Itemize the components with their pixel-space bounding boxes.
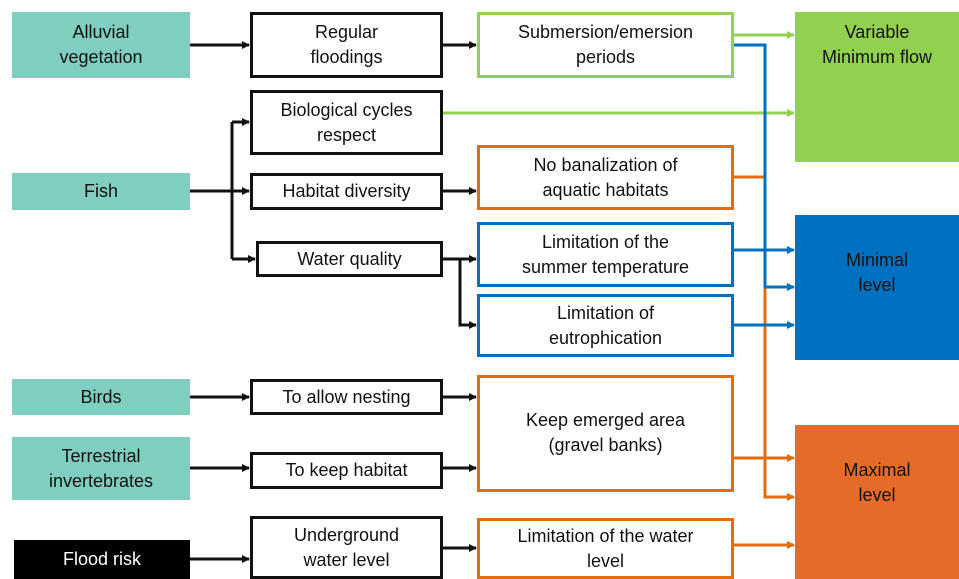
label: Fish xyxy=(83,181,118,201)
node: Maximal level xyxy=(795,425,959,579)
black-arrows xyxy=(190,41,477,563)
label: Minimum flow xyxy=(821,47,932,67)
label: Underground xyxy=(293,524,400,545)
label: respect xyxy=(316,124,377,145)
label: Limitation of xyxy=(556,302,655,323)
label: Terrestrial xyxy=(61,445,141,466)
label: Birds xyxy=(80,386,122,407)
node: Terrestrial invertebrates xyxy=(12,437,190,500)
node: Water quality xyxy=(256,241,443,277)
label: No banalization of xyxy=(533,154,678,175)
label: Regular xyxy=(314,22,379,42)
label: Alluvial xyxy=(72,22,130,42)
label: Water quality xyxy=(297,248,402,269)
node: Birds xyxy=(12,379,190,415)
label: Submersion/emersion xyxy=(517,22,694,42)
node: Minimal level xyxy=(795,215,959,360)
label: summer temperature xyxy=(521,256,690,277)
node: Limitation of the water level xyxy=(477,518,734,579)
node: Limitation of eutrophication xyxy=(477,294,734,357)
label: Habitat diversity xyxy=(282,181,411,201)
label: Limitation of the xyxy=(541,231,670,252)
label: vegetation xyxy=(59,47,143,67)
node: Regular floodings xyxy=(250,12,443,78)
node: Alluvial vegetation xyxy=(12,12,190,78)
label: To keep habitat xyxy=(285,460,408,480)
label: (gravel banks) xyxy=(548,435,663,455)
label: eutrophication xyxy=(548,327,663,348)
label: Maximal xyxy=(843,460,911,480)
green-arrows xyxy=(443,31,795,117)
label: periods xyxy=(575,47,636,67)
node: Limitation of the summer temperature xyxy=(477,222,734,287)
node: No banalization of aquatic habitats xyxy=(477,145,734,210)
label: level xyxy=(586,550,625,571)
label: floodings xyxy=(310,47,383,67)
node: Habitat diversity xyxy=(250,173,443,210)
label: To allow nesting xyxy=(282,386,411,407)
label: level xyxy=(858,275,896,295)
node: Submersion/emersion periods xyxy=(477,12,734,78)
label: Flood risk xyxy=(62,549,142,569)
node: Flood risk xyxy=(14,540,190,579)
label: Biological cycles xyxy=(280,99,413,120)
label: water level xyxy=(303,549,390,570)
label: aquatic habitats xyxy=(542,179,669,200)
label: Minimal xyxy=(845,250,908,270)
node: Keep emerged area (gravel banks) xyxy=(477,375,734,492)
node: To keep habitat xyxy=(250,452,443,489)
label: Variable xyxy=(844,22,910,42)
node: To allow nesting xyxy=(250,379,443,415)
label: Keep emerged area xyxy=(525,410,686,430)
orange-arrows xyxy=(734,175,795,549)
node: Fish xyxy=(12,173,190,210)
node: Variable Minimum flow xyxy=(795,12,959,162)
node: Biological cycles respect xyxy=(250,90,443,155)
label: Limitation of the water xyxy=(517,525,694,546)
node: Underground water level xyxy=(250,516,443,579)
blue-arrows xyxy=(734,43,795,329)
label: invertebrates xyxy=(48,470,154,491)
label: level xyxy=(858,485,896,505)
